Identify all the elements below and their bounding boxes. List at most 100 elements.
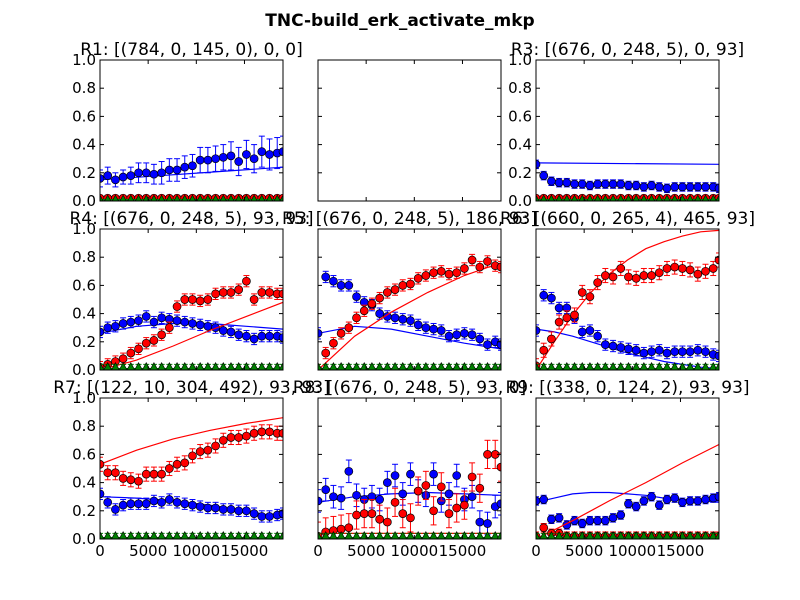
green-marker	[250, 194, 258, 201]
y-tick-label: 0.0	[72, 192, 96, 210]
green-series	[536, 531, 719, 539]
green-marker	[693, 362, 703, 370]
red-marker	[483, 450, 492, 459]
green-marker	[437, 531, 446, 539]
blue-marker	[631, 345, 641, 355]
red-marker	[359, 306, 369, 316]
blue-marker	[631, 181, 641, 190]
red-marker	[406, 279, 415, 289]
axes-frame	[317, 228, 502, 371]
y-tick-label: 0.2	[72, 502, 96, 520]
green-marker	[685, 531, 695, 539]
blue-marker	[444, 489, 454, 499]
green-marker	[647, 531, 656, 539]
x-tick-label: 15000	[657, 542, 705, 560]
blue-marker	[678, 497, 687, 507]
blue-marker	[639, 348, 649, 358]
green-marker	[103, 531, 112, 539]
green-marker	[383, 531, 392, 539]
green-marker	[249, 362, 259, 370]
red-marker	[382, 517, 392, 527]
x-tick-label: 10000	[608, 542, 656, 560]
blue-marker	[714, 183, 719, 193]
red-marker	[126, 348, 136, 358]
green-marker	[134, 362, 143, 370]
blue-marker	[195, 155, 205, 165]
green-marker	[554, 362, 564, 370]
green-marker	[539, 362, 548, 370]
y-tick-label: 1.0	[72, 389, 96, 407]
red-marker	[624, 272, 633, 282]
green-marker	[708, 362, 718, 370]
red-marker	[577, 288, 587, 297]
blue-marker	[593, 516, 602, 526]
y-tick-label: 0.2	[72, 333, 96, 351]
green-marker	[586, 194, 594, 201]
green-marker	[157, 531, 166, 539]
blue-marker	[211, 154, 220, 164]
green-marker	[226, 362, 236, 370]
red-fit-line	[100, 301, 283, 370]
green-series	[100, 531, 283, 539]
green-marker	[321, 531, 330, 539]
green-marker	[594, 194, 602, 201]
red-marker	[562, 313, 572, 323]
y-tick-label: 0.8	[72, 79, 96, 97]
green-marker	[694, 194, 702, 201]
green-marker	[631, 531, 641, 539]
red-marker	[321, 348, 331, 358]
green-marker	[257, 531, 267, 539]
plot-area	[536, 229, 719, 370]
blue-marker	[616, 179, 626, 189]
blue-marker	[585, 326, 595, 335]
red-marker	[421, 271, 431, 280]
blue-marker	[536, 159, 541, 169]
green-marker	[150, 194, 158, 201]
red-marker	[211, 289, 220, 299]
red-marker	[539, 523, 549, 533]
green-marker	[329, 362, 338, 370]
blue-marker	[624, 344, 633, 354]
green-marker	[701, 362, 710, 370]
subplot-title: R1: [(784, 0, 145, 0), 0, 0]	[80, 40, 303, 60]
blue-marker	[600, 340, 610, 349]
blue-marker	[547, 293, 556, 303]
green-marker	[111, 362, 120, 370]
blue-marker	[593, 331, 602, 341]
red-marker	[398, 281, 408, 290]
x-tick-label: 5000	[347, 542, 385, 560]
blue-marker	[249, 509, 259, 518]
green-marker	[249, 531, 259, 539]
blue-marker	[554, 513, 564, 523]
plot-area	[100, 135, 283, 201]
green-marker	[227, 194, 235, 201]
blue-marker	[662, 183, 672, 193]
red-series	[536, 229, 719, 370]
red-marker	[172, 302, 182, 311]
blue-marker	[714, 351, 719, 361]
blue-marker	[164, 165, 174, 175]
green-marker	[617, 194, 625, 201]
red-marker	[218, 435, 228, 445]
green-marker	[616, 531, 626, 539]
subplot-3: 0.0 0.2 0.4 0.6 0.8 1.0	[508, 51, 720, 210]
red-fit-line	[536, 443, 719, 539]
green-marker	[547, 194, 555, 201]
plot-background	[536, 398, 719, 539]
green-marker	[547, 362, 556, 370]
y-tick-label: 1.0	[72, 220, 96, 238]
blue-marker	[654, 182, 664, 192]
axes-frame	[99, 59, 284, 202]
green-marker	[670, 531, 679, 539]
blue-marker	[547, 514, 556, 524]
green-marker	[685, 362, 695, 370]
red-marker	[496, 262, 501, 272]
red-marker	[390, 285, 400, 294]
green-marker	[536, 194, 540, 201]
green-marker	[701, 531, 710, 539]
red-marker	[149, 336, 159, 345]
blue-marker	[436, 326, 446, 335]
green-marker	[585, 362, 595, 370]
red-marker	[141, 469, 151, 479]
green-marker	[601, 194, 609, 201]
